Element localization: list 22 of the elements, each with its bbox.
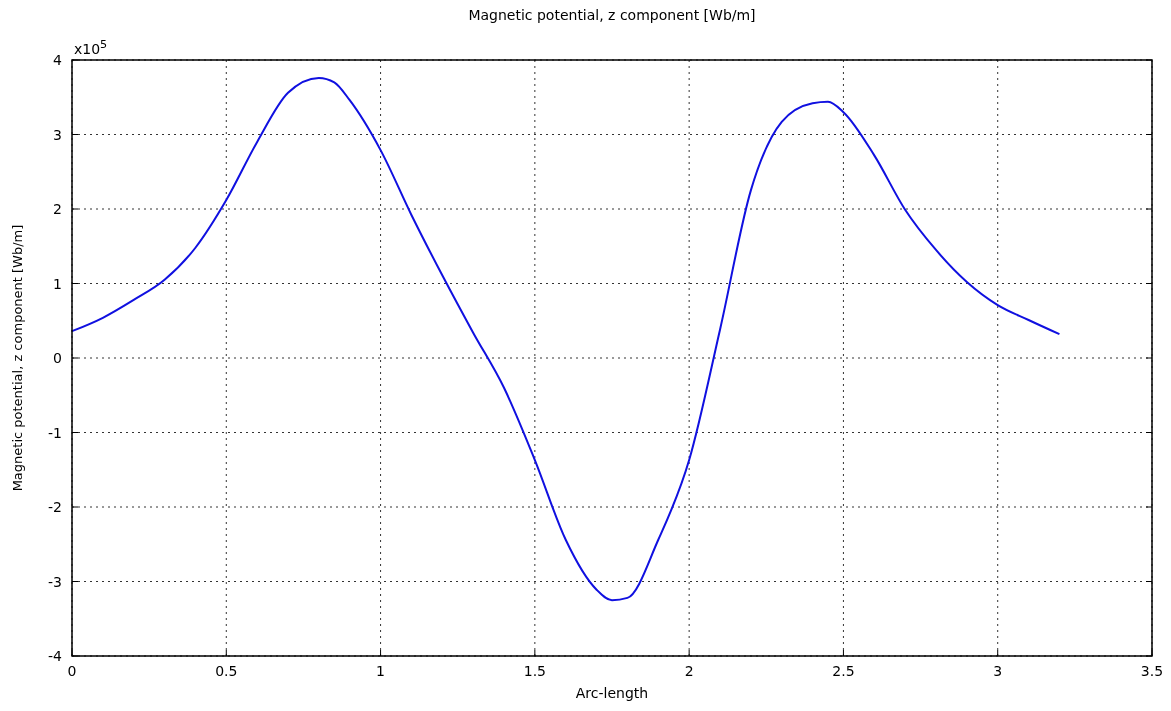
y-tick-label: 4 [53, 52, 63, 68]
y-tick-label: 1 [53, 275, 62, 292]
y-tick-label: 2 [53, 201, 62, 217]
y-tick-label: 0 [53, 350, 62, 366]
x-tick-label: 3.5 [1140, 663, 1164, 679]
x-axis-title: Arc-length [575, 685, 649, 701]
x-tick-label: 0.5 [215, 663, 238, 679]
x-tick-label: 1.5 [523, 663, 546, 679]
y-tick-label: -1 [48, 424, 62, 441]
y-tick-label: -2 [48, 499, 62, 515]
x-tick-label: 1 [376, 663, 386, 679]
y-tick-label: 3 [53, 126, 62, 143]
x-tick-label: 3 [993, 663, 1003, 679]
x-tick-label: 0 [67, 663, 77, 679]
x-tick-label: 2 [684, 663, 694, 679]
y-axis-title: Magnetic potential, z component [Wb/m] [10, 224, 25, 492]
y-tick-label: -3 [48, 573, 62, 590]
x-tick-label: 2.5 [832, 663, 855, 679]
chart-title: Magnetic potential, z component [Wb/m] [468, 7, 756, 23]
line-series [71, 76, 1061, 602]
text: x10$^{5}$ [74, 37, 108, 57]
y-tick-label: -4 [48, 648, 63, 664]
